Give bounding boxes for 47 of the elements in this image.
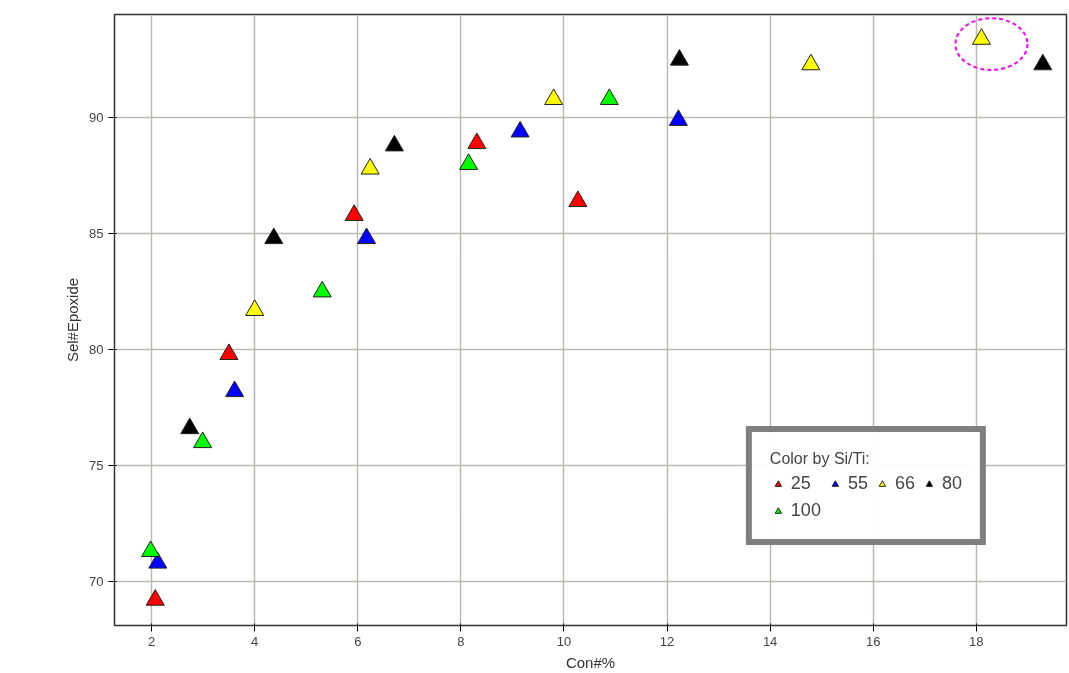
point bbox=[145, 589, 165, 606]
x-tick-label: 16 bbox=[865, 633, 881, 649]
point bbox=[225, 380, 245, 398]
point bbox=[599, 88, 619, 106]
y-tick-label: 85 bbox=[89, 226, 104, 242]
y-tick-label: 75 bbox=[89, 458, 104, 474]
legend-label: 100 bbox=[790, 500, 821, 521]
point bbox=[312, 280, 332, 298]
point bbox=[510, 120, 530, 138]
y-tick-label: 70 bbox=[89, 573, 104, 589]
point bbox=[544, 88, 564, 106]
point bbox=[245, 299, 265, 316]
point bbox=[1033, 53, 1053, 71]
legend-title: Color by Si/Ti: bbox=[769, 450, 871, 468]
y-tick-label: 90 bbox=[89, 110, 104, 126]
point bbox=[668, 109, 688, 126]
point bbox=[459, 153, 479, 170]
point bbox=[193, 431, 213, 449]
point bbox=[148, 552, 168, 569]
point bbox=[801, 53, 821, 71]
point bbox=[219, 343, 239, 360]
point bbox=[141, 540, 161, 558]
point bbox=[264, 227, 284, 245]
x-tick-label: 14 bbox=[762, 633, 778, 649]
legend-label: 25 bbox=[790, 473, 811, 494]
x-tick-label: 12 bbox=[659, 633, 675, 649]
legend-label: 80 bbox=[941, 473, 962, 494]
x-tick-label: 2 bbox=[148, 633, 156, 649]
legend-label: 66 bbox=[894, 473, 915, 494]
legend-label: 55 bbox=[847, 473, 868, 494]
x-tick-label: 18 bbox=[969, 633, 984, 649]
point bbox=[344, 204, 364, 221]
y-tick-label: 80 bbox=[89, 342, 104, 358]
x-axis-title: Con#% bbox=[565, 653, 616, 671]
x-tick-label: 6 bbox=[354, 633, 362, 649]
point bbox=[357, 227, 377, 245]
point bbox=[180, 417, 200, 435]
point bbox=[384, 134, 404, 152]
point bbox=[971, 28, 991, 45]
point bbox=[360, 157, 380, 175]
y-axis-title: Sel#Epoxide bbox=[64, 277, 82, 363]
x-tick-label: 4 bbox=[251, 633, 259, 649]
x-tick-label: 8 bbox=[457, 633, 465, 649]
x-tick-label: 10 bbox=[556, 633, 572, 649]
point bbox=[568, 190, 588, 208]
point bbox=[669, 49, 689, 66]
point bbox=[467, 132, 487, 150]
